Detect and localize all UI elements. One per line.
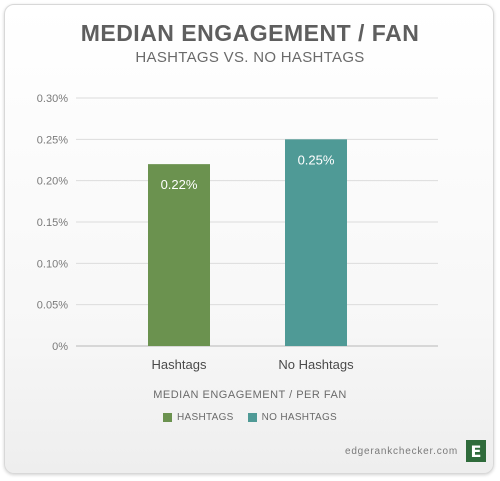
bar (285, 139, 347, 346)
legend-label-hashtags: HASHTAGS (176, 412, 234, 423)
legend-swatch-no-hashtags (247, 413, 257, 422)
legend-item-no-hashtags: NO HASHTAGS (247, 412, 338, 423)
y-tick-label: 0.20% (37, 176, 68, 188)
chart-title: MEDIAN ENGAGEMENT / FAN (80, 20, 420, 46)
bar-value-label: 0.22% (161, 177, 198, 192)
legend-item-hashtags: HASHTAGS (162, 412, 234, 423)
bar-value-label: 0.25% (298, 152, 335, 167)
branding: edgerankchecker.com E (345, 440, 486, 462)
brand-logo-icon: E (466, 440, 486, 462)
y-tick-label: 0% (52, 341, 68, 353)
chart-subtitle: HASHTAGS VS. NO HASHTAGS (135, 49, 365, 66)
y-tick-label: 0.25% (37, 134, 68, 146)
y-tick-label: 0.30% (37, 93, 68, 105)
y-tick-label: 0.15% (37, 217, 68, 229)
x-tick-label: Hashtags (152, 357, 207, 372)
brand-site-link[interactable]: edgerankchecker.com (344, 445, 458, 457)
y-tick-label: 0.10% (37, 258, 68, 270)
bar (148, 164, 210, 346)
chart-card (4, 4, 494, 474)
legend-label-no-hashtags: NO HASHTAGS (261, 412, 338, 423)
y-tick-label: 0.05% (37, 300, 68, 312)
x-tick-label: No Hashtags (278, 357, 354, 372)
chart-legend: HASHTAGS NO HASHTAGS (0, 412, 500, 423)
x-axis-label: MEDIAN ENGAGEMENT / PER FAN (153, 389, 347, 401)
legend-swatch-hashtags (162, 413, 172, 422)
